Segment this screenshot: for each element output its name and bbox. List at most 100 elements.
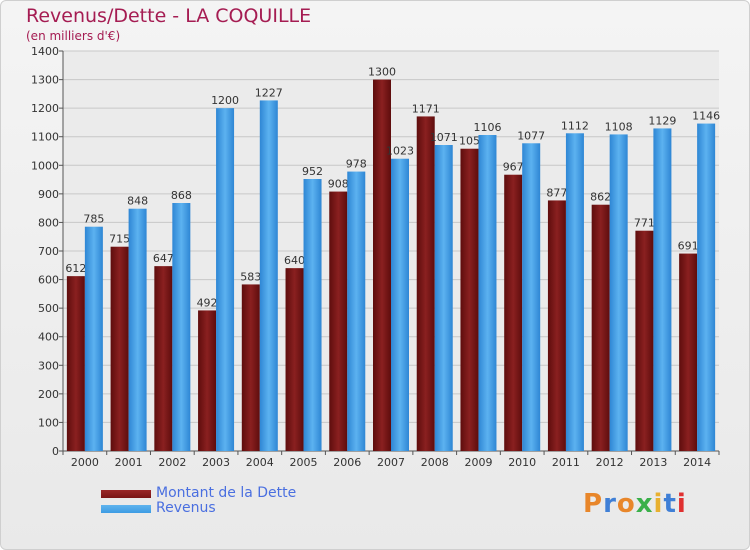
data-label-dette: 1171 (412, 102, 440, 115)
legend-label-dette: Montant de la Dette (156, 485, 297, 501)
bar-dette (66, 276, 85, 451)
logo-letter: i (653, 489, 664, 519)
x-tick-label: 2000 (71, 456, 99, 469)
y-tick-label: 0 (52, 445, 59, 458)
legend-label-revenus: Revenus (156, 500, 216, 516)
x-tick-label: 2006 (333, 456, 361, 469)
y-tick-label: 400 (38, 331, 59, 344)
data-label-dette: 583 (240, 270, 261, 283)
bar-revenus (434, 145, 453, 451)
x-tick-label: 2003 (202, 456, 230, 469)
y-tick-label: 900 (38, 188, 59, 201)
data-label-revenus: 1071 (430, 131, 458, 144)
logo-letter: r (603, 489, 617, 519)
y-tick-label: 800 (38, 216, 59, 229)
data-label-dette: 715 (109, 233, 130, 246)
logo-letter: t (663, 489, 677, 519)
x-tick-label: 2001 (115, 456, 143, 469)
data-label-dette: 877 (546, 186, 567, 199)
bar-dette (154, 266, 173, 451)
data-label-dette: 640 (284, 254, 305, 267)
bar-dette (373, 79, 391, 452)
bar-dette (679, 253, 698, 451)
proxiti-logo: Proxiti (583, 489, 687, 519)
data-label-revenus: 1146 (692, 110, 720, 123)
data-label-dette: 908 (328, 178, 349, 191)
bar-revenus (391, 158, 409, 451)
data-label-revenus: 952 (302, 165, 323, 178)
logo-letter: o (616, 489, 636, 519)
bar-dette (110, 246, 129, 451)
data-label-revenus: 868 (171, 189, 192, 202)
data-label-dette: 105 (459, 135, 480, 148)
data-label-revenus: 1023 (386, 145, 414, 158)
y-tick-label: 200 (38, 388, 59, 401)
chart-title: Revenus/Dette - LA COQUILLE (26, 5, 312, 27)
data-label-revenus: 978 (346, 158, 367, 171)
y-tick-label: 1300 (31, 74, 59, 87)
x-tick-label: 2012 (596, 456, 624, 469)
data-label-dette: 647 (153, 252, 174, 265)
bar-revenus (522, 143, 541, 452)
data-label-revenus: 1106 (473, 121, 501, 134)
bar-revenus (259, 100, 278, 451)
bar-dette (460, 148, 479, 451)
y-tick-label: 100 (38, 416, 59, 429)
bar-dette (504, 174, 523, 451)
y-tick-label: 700 (38, 245, 59, 258)
bar-revenus (565, 133, 584, 452)
legend-swatch-revenus (101, 505, 151, 513)
x-tick-label: 2007 (377, 456, 405, 469)
bar-revenus (697, 123, 716, 452)
bar-dette (591, 204, 610, 451)
bar-dette (416, 116, 435, 451)
bar-dette (329, 191, 348, 452)
x-tick-label: 2011 (552, 456, 580, 469)
y-tick-label: 1400 (31, 45, 59, 58)
data-label-dette: 771 (634, 217, 655, 230)
legend-swatch-dette (101, 490, 151, 498)
bar-dette (285, 268, 304, 451)
bar-revenus (303, 179, 322, 451)
data-label-dette: 1300 (368, 66, 396, 79)
bar-revenus (216, 108, 235, 452)
bar-dette (241, 284, 260, 451)
bar-revenus (172, 203, 191, 451)
data-label-revenus: 1200 (211, 94, 239, 107)
y-tick-label: 600 (38, 274, 59, 287)
x-tick-label: 2013 (639, 456, 667, 469)
logo-letter: x (635, 489, 654, 519)
bar-revenus (84, 226, 103, 451)
y-tick-label: 500 (38, 302, 59, 315)
x-tick-label: 2009 (464, 456, 492, 469)
data-label-dette: 967 (503, 161, 524, 174)
bar-revenus (347, 171, 366, 452)
bar-dette (198, 310, 217, 451)
x-tick-label: 2010 (508, 456, 536, 469)
chart-subtitle: (en milliers d'€) (26, 29, 121, 43)
x-tick-label: 2008 (421, 456, 449, 469)
data-label-revenus: 785 (83, 213, 104, 226)
bar-revenus (128, 208, 147, 451)
data-label-revenus: 1227 (255, 86, 283, 99)
logo-letter: i (676, 489, 687, 519)
data-label-revenus: 1108 (605, 120, 633, 133)
bar-revenus (653, 128, 672, 451)
data-label-dette: 691 (678, 240, 699, 253)
bar-dette (635, 230, 654, 451)
x-tick-label: 2005 (290, 456, 318, 469)
data-label-revenus: 848 (127, 195, 148, 208)
logo-letter: P (583, 489, 604, 519)
bar-dette (547, 200, 566, 451)
x-tick-label: 2002 (158, 456, 186, 469)
data-label-dette: 862 (590, 191, 611, 204)
y-tick-label: 1000 (31, 159, 59, 172)
data-label-revenus: 1129 (648, 114, 676, 127)
x-tick-label: 2004 (246, 456, 274, 469)
y-tick-label: 1200 (31, 102, 59, 115)
bar-revenus (478, 135, 497, 451)
y-tick-label: 300 (38, 359, 59, 372)
data-label-revenus: 1112 (561, 119, 589, 132)
